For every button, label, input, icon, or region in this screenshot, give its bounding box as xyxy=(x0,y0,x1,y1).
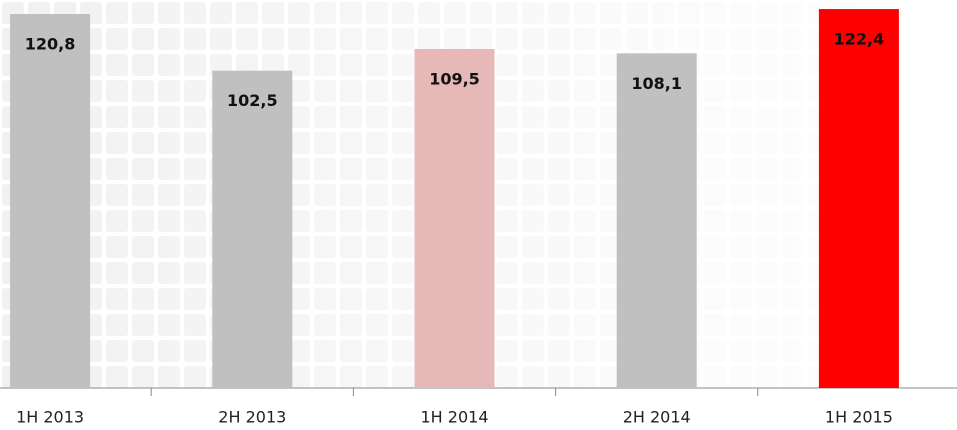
value-label: 109,5 xyxy=(429,69,480,88)
bar xyxy=(212,70,293,388)
bar xyxy=(414,48,495,388)
bar xyxy=(10,14,91,388)
value-label: 122,4 xyxy=(834,30,885,49)
x-tick-label: 2H 2013 xyxy=(218,408,286,427)
x-tick-label: 2H 2014 xyxy=(623,408,691,427)
x-tick-label: 1H 2014 xyxy=(420,408,488,427)
x-tick-label: 1H 2015 xyxy=(825,408,893,427)
value-label: 108,1 xyxy=(631,74,682,93)
value-label: 102,5 xyxy=(227,91,278,110)
bar xyxy=(616,53,697,389)
x-tick-label: 1H 2013 xyxy=(16,408,84,427)
bar xyxy=(818,9,899,389)
value-label: 120,8 xyxy=(25,35,76,54)
